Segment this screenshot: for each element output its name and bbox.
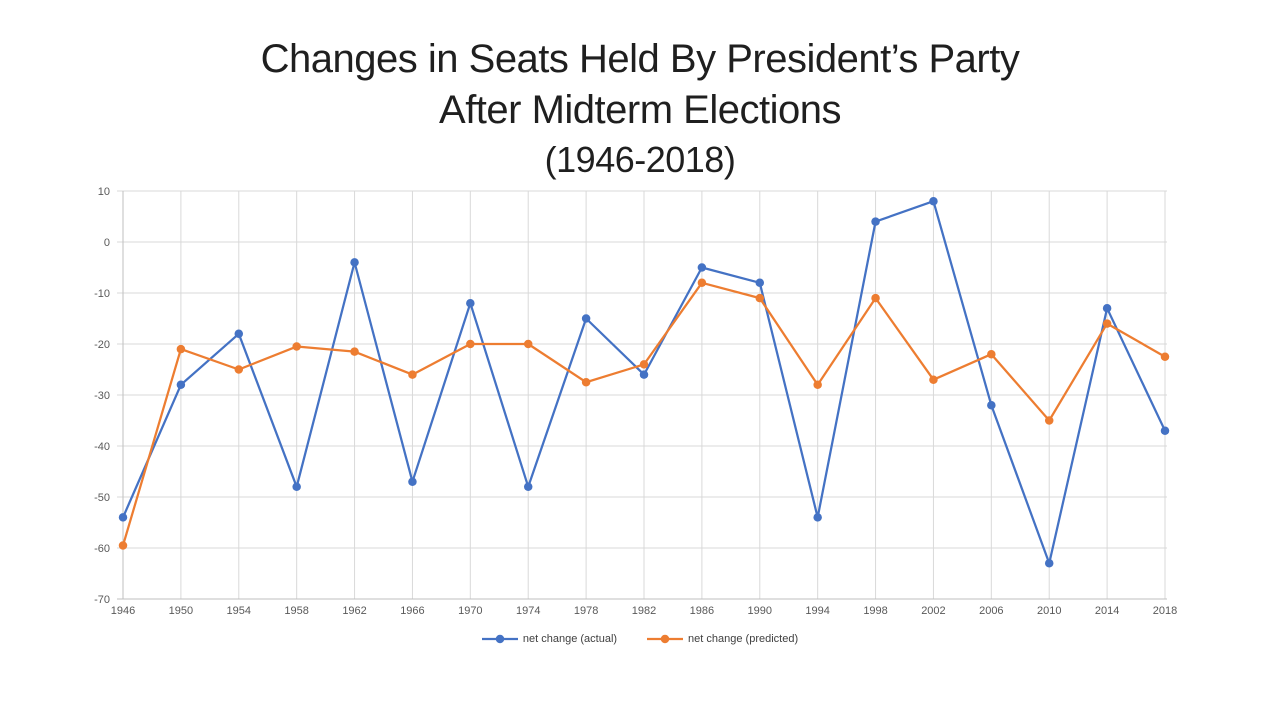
series-predicted-point — [523, 339, 533, 349]
chart-legend: net change (actual) net change (predicte… — [0, 633, 1280, 645]
series-predicted-point — [118, 541, 128, 550]
series-actual-point — [118, 513, 128, 522]
series-predicted-point — [350, 347, 359, 356]
y-tick-label: -70 — [94, 594, 110, 606]
series-actual-point — [176, 380, 186, 390]
y-tick-label: -30 — [94, 390, 110, 402]
legend-marker-actual — [481, 634, 518, 644]
series-predicted-point — [581, 378, 591, 387]
series-actual-point — [350, 258, 359, 267]
y-tick-label: -10 — [94, 288, 110, 300]
series-predicted-point — [234, 365, 244, 374]
x-tick-label: 1950 — [169, 605, 193, 617]
legend-item-predicted: net change (predicted) — [647, 633, 798, 645]
x-tick-label: 1954 — [227, 605, 251, 617]
x-tick-label: 2002 — [921, 605, 945, 617]
series-predicted-point — [987, 349, 996, 359]
series-actual-point — [1160, 426, 1170, 435]
title-line-1: Changes in Seats Held By President’s Par… — [260, 37, 1020, 81]
series-actual-point — [639, 370, 649, 379]
x-tick-label: 1974 — [516, 605, 540, 617]
x-tick-label: 1986 — [690, 605, 714, 617]
x-tick-label: 2010 — [1037, 605, 1061, 617]
x-tick-label: 1966 — [400, 605, 424, 617]
series-actual-point — [523, 482, 533, 492]
x-tick-label: 2014 — [1095, 605, 1119, 617]
chart-title: Changes in Seats Held By President’s Par… — [0, 34, 1280, 184]
series-actual-point — [466, 298, 475, 308]
series-predicted-point — [755, 293, 765, 303]
y-tick-label: -50 — [94, 492, 110, 504]
series-actual-point — [755, 278, 765, 288]
legend-label-actual: net change (actual) — [522, 633, 618, 645]
series-predicted-point — [466, 339, 475, 349]
series-predicted-point — [1102, 319, 1112, 328]
x-tick-label: 2006 — [979, 605, 1003, 617]
legend-item-actual: net change (actual) — [481, 633, 618, 645]
series-predicted-point — [292, 342, 301, 351]
series-actual-point — [697, 263, 707, 272]
x-tick-label: 2018 — [1153, 605, 1177, 617]
y-tick-label: -60 — [94, 543, 110, 555]
series-actual-point — [1044, 559, 1054, 568]
x-tick-label: 1958 — [284, 605, 308, 617]
legend-label-predicted: net change (predicted) — [688, 633, 799, 645]
y-tick-label: 0 — [104, 237, 110, 249]
series-predicted-point — [813, 380, 822, 390]
title-line-3: (1946-2018) — [544, 139, 736, 180]
series-actual-point — [929, 196, 938, 206]
y-tick-label: -40 — [94, 441, 110, 453]
series-predicted-point — [408, 370, 417, 379]
x-tick-label: 1982 — [632, 605, 656, 617]
series-predicted-point — [871, 293, 880, 303]
series-predicted-point — [697, 278, 707, 288]
series-actual-point — [234, 329, 244, 339]
y-tick-label: -20 — [94, 339, 110, 351]
x-tick-label: 1978 — [574, 605, 598, 617]
series-actual-point — [408, 477, 417, 486]
x-tick-label: 1990 — [748, 605, 772, 617]
series-actual-point — [292, 482, 301, 492]
series-predicted-point — [1044, 416, 1054, 425]
series-actual-point — [581, 314, 591, 323]
series-actual-point — [813, 513, 822, 522]
x-tick-label: 1970 — [458, 605, 482, 617]
legend-marker-predicted — [647, 634, 684, 644]
x-tick-label: 1994 — [805, 605, 829, 617]
series-predicted-point — [929, 375, 938, 384]
x-tick-label: 1998 — [863, 605, 887, 617]
series-predicted-point — [176, 344, 186, 354]
series-predicted-point — [639, 360, 649, 369]
series-predicted-point — [1160, 352, 1170, 361]
series-actual-point — [871, 217, 880, 226]
x-tick-label: 1962 — [342, 605, 366, 617]
x-tick-label: 1946 — [111, 605, 135, 617]
title-line-2: After Midterm Elections — [439, 88, 841, 132]
y-tick-label: 10 — [98, 186, 110, 198]
series-actual-point — [987, 400, 996, 410]
series-actual-point — [1102, 304, 1112, 313]
